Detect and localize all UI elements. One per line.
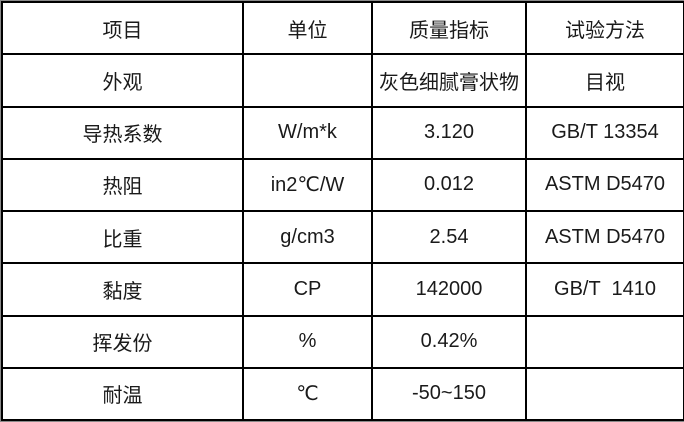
- table-row: 外观 灰色细腻膏状物 目视: [1, 53, 684, 108]
- cell-method: GB/T 13354: [525, 105, 684, 160]
- cell-spec: 灰色细腻膏状物: [371, 53, 527, 108]
- cell-method: 目视: [525, 53, 684, 108]
- header-row: 项目 单位 质量指标 试验方法: [1, 0, 684, 56]
- cell-item: 热阻: [1, 157, 244, 213]
- table-row: 导热系数 W/m*k 3.120 GB/T 13354: [1, 105, 684, 160]
- table-row: 挥发份 % 0.42%: [1, 314, 684, 369]
- cell-spec: -50~150: [371, 366, 527, 422]
- col-header-spec: 质量指标: [371, 0, 527, 56]
- cell-item: 比重: [1, 209, 244, 265]
- cell-spec: 0.012: [371, 157, 527, 213]
- table-row: 耐温 ℃ -50~150: [1, 366, 684, 422]
- cell-method: GB/T 1410: [525, 262, 684, 317]
- cell-method: [525, 366, 684, 422]
- table-row: 比重 g/cm3 2.54 ASTM D5470: [1, 209, 684, 265]
- cell-unit: g/cm3: [242, 209, 373, 265]
- cell-unit: W/m*k: [242, 105, 373, 160]
- col-header-method: 试验方法: [525, 0, 684, 56]
- cell-method: ASTM D5470: [525, 157, 684, 213]
- cell-item: 耐温: [1, 366, 244, 422]
- cell-item: 黏度: [1, 262, 244, 317]
- cell-spec: 2.54: [371, 209, 527, 265]
- cell-spec: 142000: [371, 262, 527, 317]
- col-header-item: 项目: [1, 0, 244, 56]
- col-header-unit: 单位: [242, 0, 373, 56]
- cell-unit: %: [242, 314, 373, 369]
- cell-spec: 3.120: [371, 105, 527, 160]
- cell-method: [525, 314, 684, 369]
- cell-item: 导热系数: [1, 105, 244, 160]
- cell-unit: ℃: [242, 366, 373, 422]
- cell-method: ASTM D5470: [525, 209, 684, 265]
- cell-unit: CP: [242, 262, 373, 317]
- cell-item: 挥发份: [1, 314, 244, 369]
- table-row: 热阻 in2℃/W 0.012 ASTM D5470: [1, 157, 684, 213]
- cell-spec: 0.42%: [371, 314, 527, 369]
- cell-item: 外观: [1, 53, 244, 108]
- cell-unit: in2℃/W: [242, 157, 373, 213]
- cell-unit: [242, 53, 373, 108]
- table-row: 黏度 CP 142000 GB/T 1410: [1, 262, 684, 317]
